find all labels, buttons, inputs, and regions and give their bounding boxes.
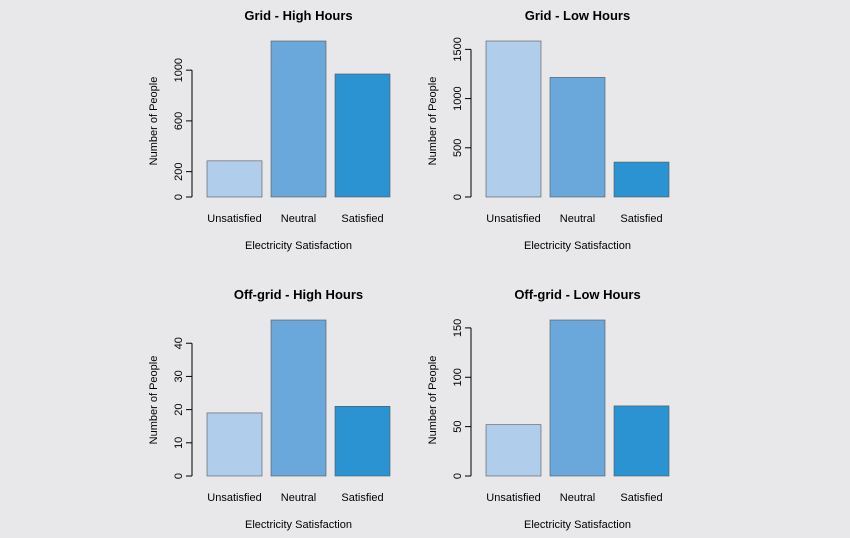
y-tick-label: 20 <box>173 403 185 415</box>
y-tick-label: 200 <box>173 162 185 180</box>
chart-title: Off-grid - High Hours <box>234 287 363 302</box>
bar-satisfied <box>613 405 670 477</box>
y-tick-label: 0 <box>452 194 464 200</box>
x-tick-label: Unsatisfied <box>486 492 540 504</box>
chart-panel: Grid - High Hours Unsatisfied Neutral Satis… <box>148 8 391 252</box>
y-axis-label: Number of People <box>148 356 160 445</box>
bar-satisfied <box>334 73 391 198</box>
x-tick-label: Satisfied <box>341 492 383 504</box>
y-tick-label: 30 <box>173 370 185 382</box>
y-tick-label: 500 <box>452 139 464 157</box>
y-axis-label: Number of People <box>427 77 439 166</box>
y-tick-label: 40 <box>173 337 185 349</box>
chart-panel: Grid - Low Hours Unsatisfied Neutral Satisf… <box>427 8 670 252</box>
bar-satisfied <box>334 405 391 477</box>
y-tick-label: 10 <box>173 437 185 449</box>
y-tick-label: 1500 <box>452 37 464 61</box>
bar-neutral <box>549 319 606 477</box>
bar-neutral <box>270 319 327 477</box>
x-axis-label: Electricity Satisfaction <box>245 240 352 252</box>
x-axis-label: Electricity Satisfaction <box>524 519 631 531</box>
chart-title: Grid - Low Hours <box>525 8 630 23</box>
chart-panel: Off-grid - High Hours Unsatisfied Neutral S… <box>148 287 391 531</box>
x-tick-label: Neutral <box>281 492 316 504</box>
x-tick-label: Unsatisfied <box>207 213 261 225</box>
x-axis-label: Electricity Satisfaction <box>524 240 631 252</box>
x-tick-label: Satisfied <box>620 492 662 504</box>
bar-neutral <box>549 77 606 198</box>
x-tick-label: Satisfied <box>341 213 383 225</box>
y-tick-label: 50 <box>452 421 464 433</box>
chart-title: Off-grid - Low Hours <box>514 287 640 302</box>
y-tick-label: 0 <box>173 473 185 479</box>
x-tick-label: Neutral <box>281 213 316 225</box>
y-tick-label: 0 <box>173 194 185 200</box>
bar-unsatisfied <box>485 424 542 477</box>
bar-satisfied <box>613 161 670 198</box>
y-tick-label: 600 <box>173 112 185 130</box>
x-tick-label: Satisfied <box>620 213 662 225</box>
bar-unsatisfied <box>206 412 263 477</box>
bar-unsatisfied <box>485 40 542 198</box>
y-axis-label: Number of People <box>148 77 160 166</box>
x-tick-label: Neutral <box>560 492 595 504</box>
y-tick-label: 1000 <box>452 86 464 110</box>
bar-unsatisfied <box>206 160 263 198</box>
x-tick-label: Unsatisfied <box>207 492 261 504</box>
bar-neutral <box>270 40 327 198</box>
x-tick-label: Neutral <box>560 213 595 225</box>
x-tick-label: Unsatisfied <box>486 213 540 225</box>
y-tick-label: 150 <box>452 319 464 337</box>
chart-title: Grid - High Hours <box>244 8 352 23</box>
chart-panel: Off-grid - Low Hours Unsatisfied Neutral Sa… <box>427 287 670 531</box>
y-tick-label: 0 <box>452 473 464 479</box>
y-axis-label: Number of People <box>427 356 439 445</box>
y-tick-label: 1000 <box>173 58 185 82</box>
x-axis-label: Electricity Satisfaction <box>245 519 352 531</box>
y-tick-label: 100 <box>452 368 464 386</box>
